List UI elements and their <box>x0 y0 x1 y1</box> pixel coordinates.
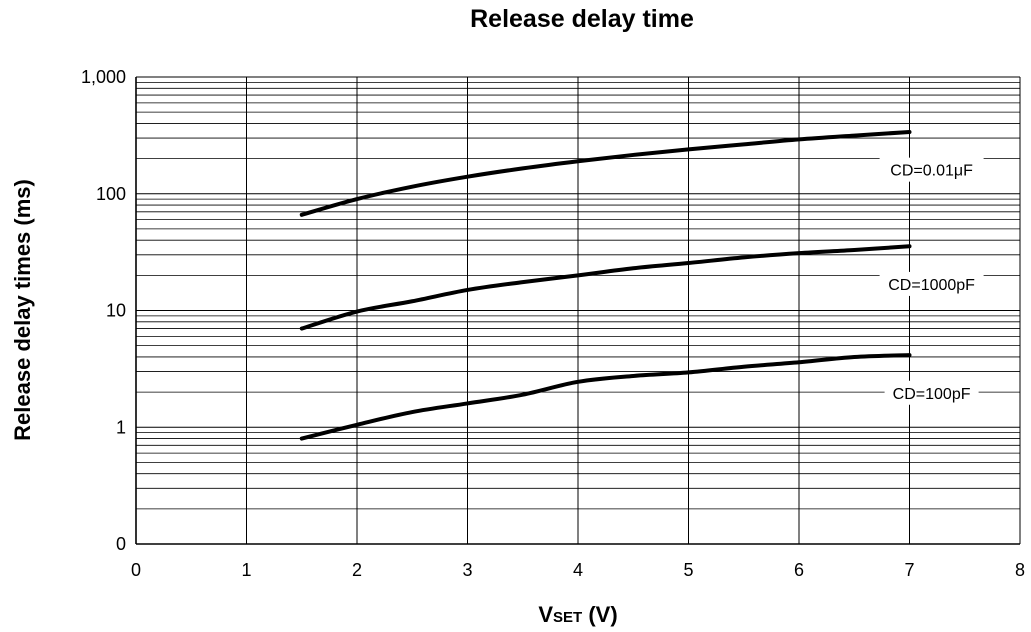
y-tick-label: 100 <box>96 184 126 204</box>
axes <box>135 77 1020 545</box>
y-tick-label: 0 <box>116 534 126 554</box>
series-label: CD=1000pF <box>888 277 975 294</box>
x-axis-title-subscript: SET <box>553 609 582 626</box>
y-tick-label: 1 <box>116 417 126 437</box>
series-label-background <box>879 271 984 296</box>
x-tick-label: 2 <box>352 560 362 580</box>
series-lines <box>299 129 912 441</box>
series-label-background <box>884 380 979 405</box>
x-tick-labels: 0 1 2 3 4 5 6 7 8 <box>131 560 1025 580</box>
x-tick-label: 3 <box>462 560 472 580</box>
x-axis-title-unit: (V) <box>582 602 617 627</box>
x-tick-label: 0 <box>131 560 141 580</box>
x-axis-title-main: V <box>538 602 553 627</box>
grid <box>135 76 1021 545</box>
x-tick-label: 1 <box>241 560 251 580</box>
series-labels: CD=0.01μF CD=1000pF CD=100pF <box>879 157 984 405</box>
series-label: CD=0.01μF <box>890 163 973 180</box>
chart-title: Release delay time <box>470 5 694 33</box>
x-axis-title: VSET (V) <box>538 602 617 627</box>
series-line <box>299 244 912 331</box>
x-tick-label: 7 <box>904 560 914 580</box>
series-line <box>299 129 912 217</box>
x-tick-label: 6 <box>794 560 804 580</box>
y-axis-title: Release delay times (ms) <box>10 179 35 441</box>
x-tick-label: 4 <box>573 560 583 580</box>
y-tick-label: 10 <box>106 301 126 321</box>
y-tick-label: 1,000 <box>81 67 126 87</box>
series-label-background <box>879 157 984 182</box>
series-line <box>299 353 912 441</box>
y-tick-labels: 0 1 10 100 1,000 <box>81 67 126 554</box>
x-tick-label: 8 <box>1015 560 1025 580</box>
x-tick-label: 5 <box>683 560 693 580</box>
series-label: CD=100pF <box>893 386 971 403</box>
